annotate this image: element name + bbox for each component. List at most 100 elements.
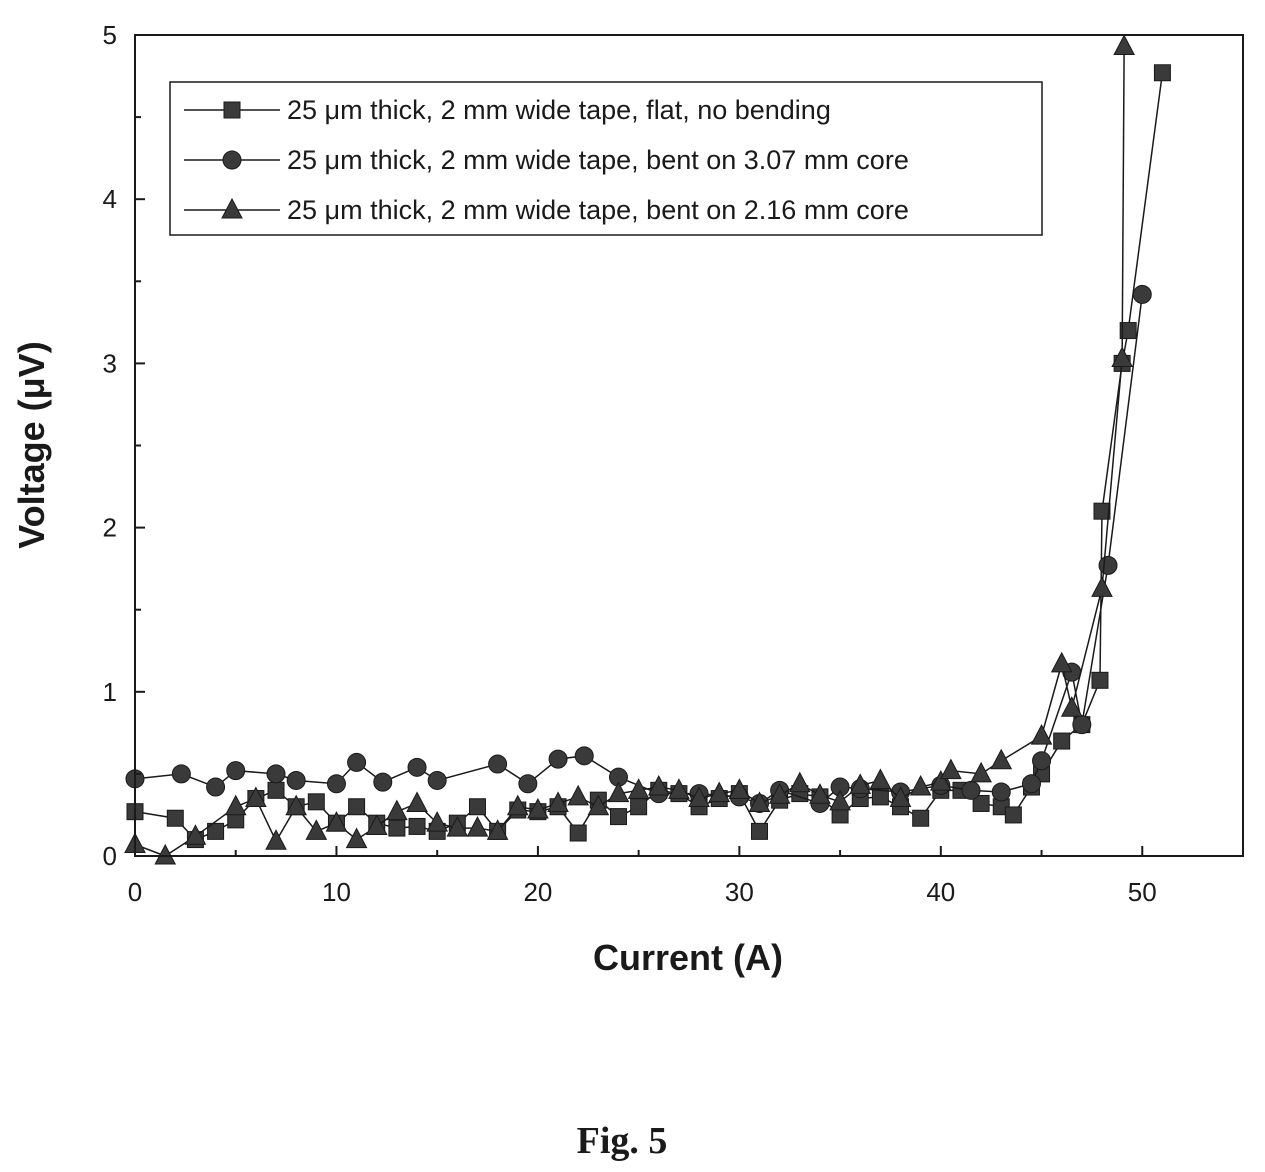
data-point-triangle <box>940 758 962 780</box>
data-point-circle <box>286 770 306 790</box>
data-point-circle <box>518 774 538 794</box>
data-point-square <box>348 798 366 816</box>
data-point-square <box>751 822 769 840</box>
y-axis-title: Voltage (μV) <box>11 341 52 548</box>
series-line-circle <box>134 294 1144 805</box>
data-point-triangle <box>386 799 408 821</box>
data-point-square <box>166 809 184 827</box>
data-point-triangle <box>1091 576 1113 597</box>
y-tick-label: 0 <box>103 841 117 871</box>
legend-label: 25 μm thick, 2 mm wide tape, bent on 2.1… <box>287 195 909 225</box>
data-point-circle <box>326 774 346 794</box>
data-point-square <box>609 808 627 826</box>
series-circle <box>125 284 1152 813</box>
data-point-square <box>307 793 325 811</box>
data-point-triangle <box>1060 696 1083 717</box>
data-point-square <box>630 798 648 816</box>
data-point-square <box>1091 671 1109 689</box>
data-point-triangle <box>426 811 449 832</box>
data-point-triangle <box>970 761 992 783</box>
data-point-square <box>1053 732 1071 750</box>
legend-box <box>169 81 1043 236</box>
data-point-triangle <box>506 794 529 816</box>
data-point-triangle <box>668 778 690 799</box>
data-point-triangle <box>889 786 912 808</box>
y-tick-label: 4 <box>103 184 117 214</box>
data-point-triangle <box>446 816 469 837</box>
y-tick-label: 3 <box>103 348 117 378</box>
data-point-triangle <box>647 774 670 796</box>
data-point-triangle <box>869 768 892 789</box>
data-point-triangle <box>154 843 177 865</box>
data-point-triangle <box>627 778 650 799</box>
data-point-circle <box>961 780 981 800</box>
data-point-triangle <box>748 791 771 812</box>
data-point-triangle <box>285 794 307 816</box>
data-point-square <box>408 817 426 835</box>
data-point-triangle <box>567 784 590 806</box>
data-point-circle <box>1098 555 1118 575</box>
data-point-triangle <box>1050 651 1073 673</box>
data-point-circle <box>991 782 1011 802</box>
x-tick-label: 10 <box>322 877 351 907</box>
data-point-triangle <box>809 783 831 804</box>
x-tick-label: 30 <box>725 877 754 907</box>
data-point-square <box>1004 806 1022 824</box>
data-point-triangle <box>305 819 328 840</box>
data-point-circle <box>206 777 226 797</box>
y-tick-label: 1 <box>103 677 117 707</box>
legend-label: 25 μm thick, 2 mm wide tape, bent on 3.0… <box>287 145 909 175</box>
data-point-triangle <box>708 781 731 803</box>
data-point-circle <box>1072 715 1092 735</box>
data-point-square <box>1119 322 1137 340</box>
data-point-triangle <box>990 748 1013 770</box>
data-point-triangle <box>466 816 489 837</box>
data-point-circle <box>488 754 508 774</box>
data-point-square <box>1153 64 1171 82</box>
figure-caption: Fig. 5 <box>577 1120 668 1162</box>
data-point-triangle <box>527 797 549 819</box>
data-point-circle <box>266 764 286 784</box>
data-point-square <box>1093 502 1111 520</box>
data-point-square <box>267 781 285 799</box>
data-point-triangle <box>849 773 872 794</box>
data-point-circle <box>373 772 393 792</box>
data-point-circle <box>407 757 427 777</box>
data-point-triangle <box>688 786 710 808</box>
legend-label: 25 μm thick, 2 mm wide tape, flat, no be… <box>287 95 831 125</box>
data-point-circle <box>574 746 594 766</box>
data-point-triangle <box>728 778 751 799</box>
series-triangle <box>124 34 1135 865</box>
data-point-square <box>468 798 486 816</box>
data-point-triangle <box>345 827 368 849</box>
data-point-circle <box>226 761 246 781</box>
data-point-triangle <box>1113 34 1135 55</box>
x-tick-label: 40 <box>926 877 955 907</box>
data-point-triangle <box>365 814 388 835</box>
data-point-square <box>569 824 587 842</box>
y-tick-label: 2 <box>103 513 117 543</box>
x-axis-title: Current (A) <box>593 937 783 978</box>
axes: 0 10 20 30 40 50 0 1 2 3 4 5 <box>103 20 1244 907</box>
data-point-triangle <box>587 794 610 816</box>
data-point-circle <box>427 770 447 790</box>
data-point-triangle <box>486 819 509 840</box>
data-point-triangle <box>184 824 207 845</box>
data-point-circle <box>1032 751 1052 771</box>
data-point-triangle <box>909 774 932 796</box>
data-point-triangle <box>788 771 811 793</box>
data-point-triangle <box>1030 724 1053 745</box>
data-point-triangle <box>265 829 287 850</box>
data-point-square <box>972 794 990 812</box>
data-point-circle <box>548 749 568 769</box>
data-point-triangle <box>245 786 267 808</box>
data-point-triangle <box>325 811 348 832</box>
x-tick-label: 50 <box>1128 877 1157 907</box>
legend-marker-circle <box>222 150 242 170</box>
data-point-circle <box>1132 284 1152 304</box>
data-point-square <box>912 809 930 827</box>
data-point-square <box>388 819 406 837</box>
data-point-circle <box>1021 774 1041 794</box>
x-tick-label: 20 <box>523 877 552 907</box>
